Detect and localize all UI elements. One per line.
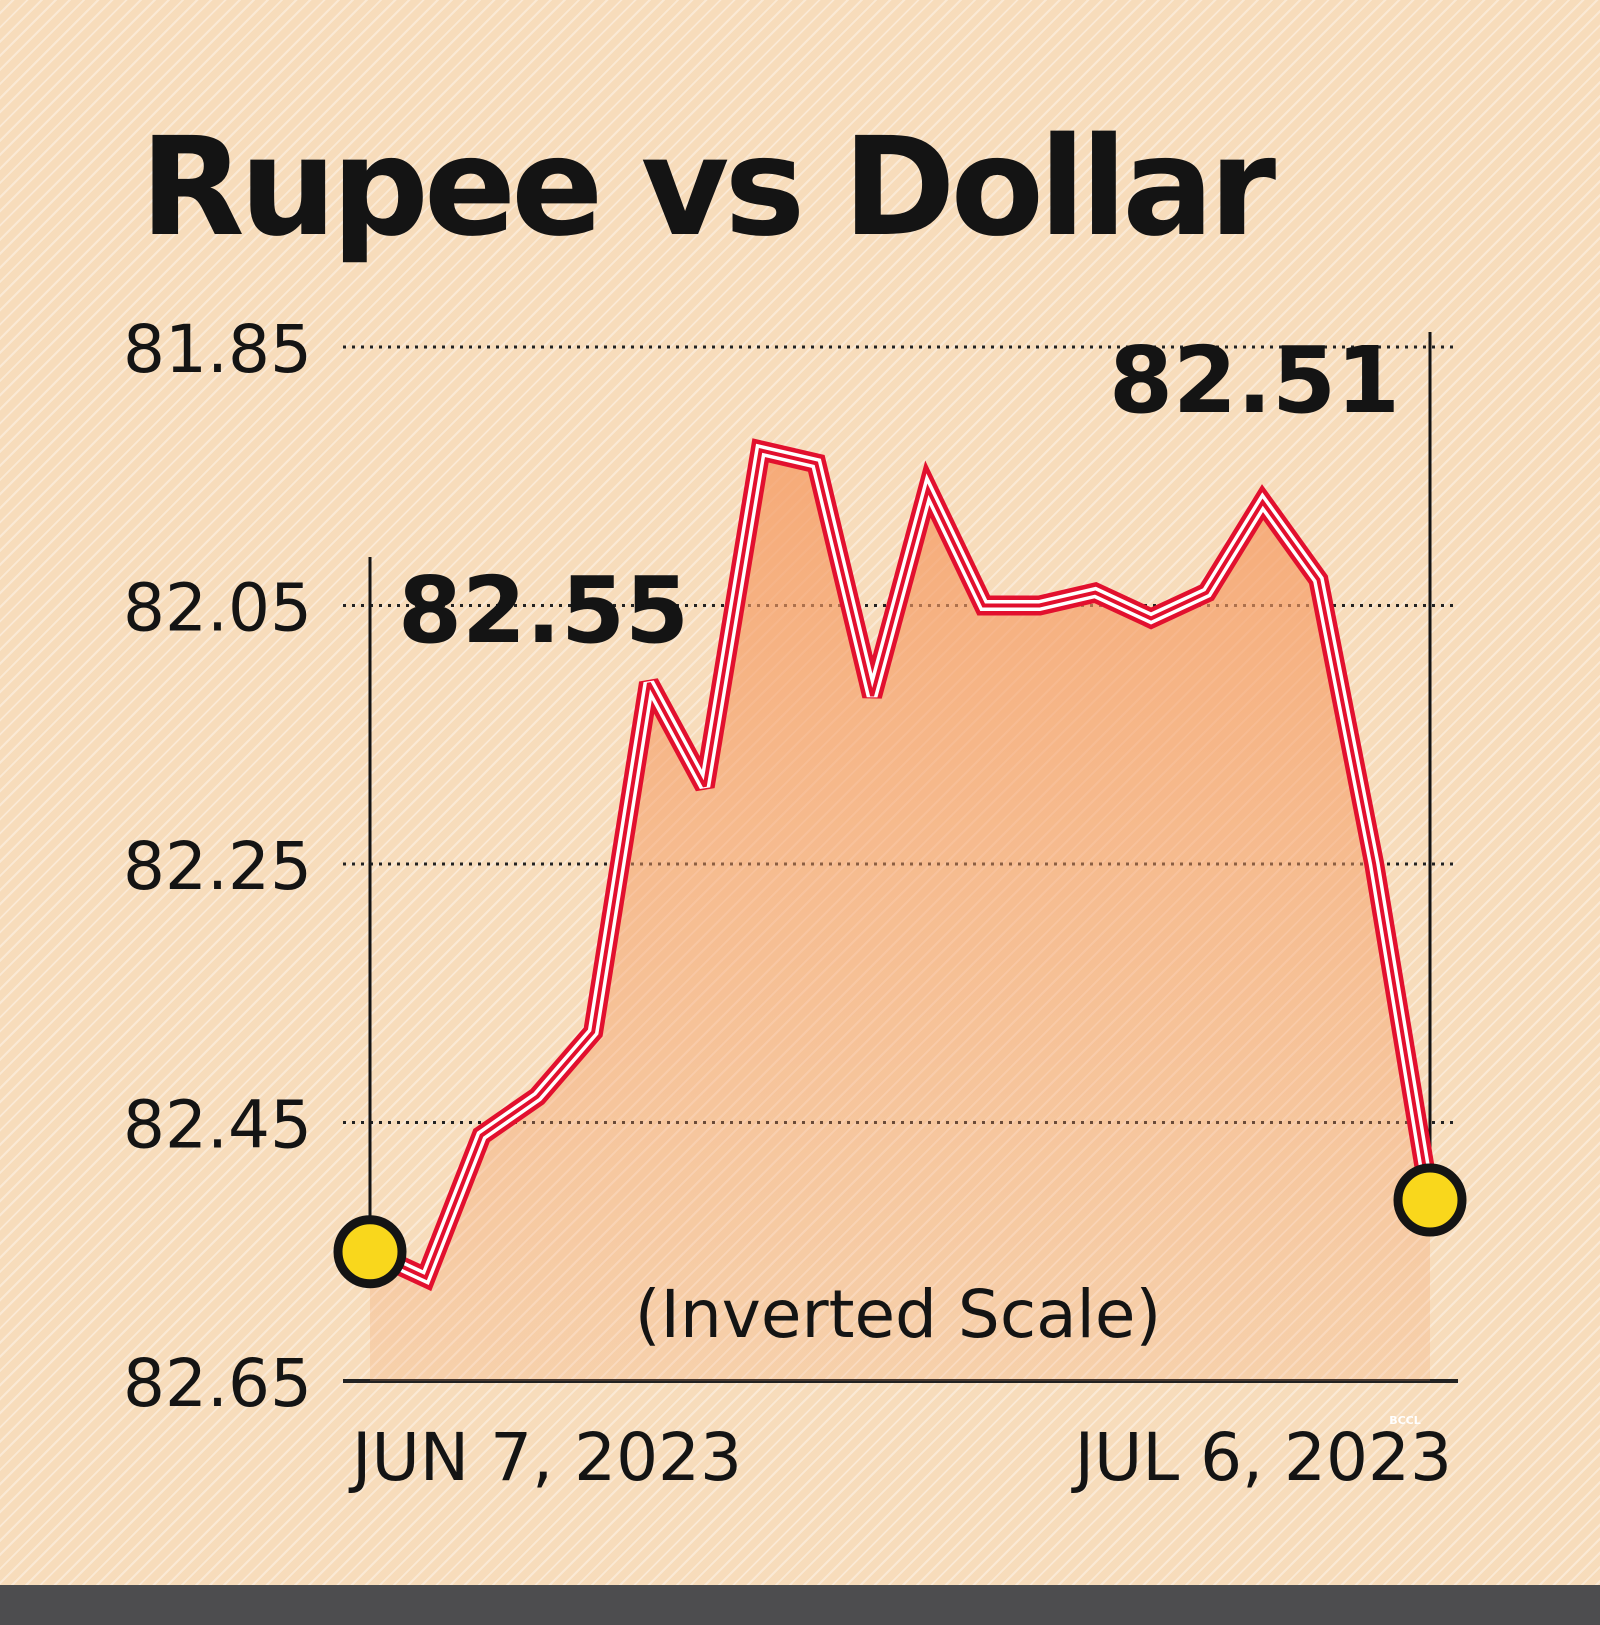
area-fill	[370, 450, 1430, 1381]
bottom-strip	[0, 1585, 1600, 1625]
y-tick-label: 82.65	[123, 1345, 312, 1422]
scale-note: (Inverted Scale)	[635, 1276, 1162, 1353]
y-tick-label: 82.25	[123, 828, 312, 905]
series-line	[369, 447, 1432, 1281]
endpoint-marker	[1393, 1163, 1467, 1237]
credit-text: BCCL	[1389, 1414, 1421, 1427]
y-tick-label: 81.85	[123, 311, 312, 388]
annotation-label: 82.51	[1109, 327, 1400, 434]
y-tick-label: 82.05	[123, 570, 312, 647]
endpoint-marker	[333, 1215, 407, 1289]
line-chart: 81.85 82.05 82.25 82.45 82.65 82.55 82.51 JUN 7…	[123, 311, 1467, 1496]
y-tick-label: 82.45	[123, 1087, 312, 1164]
chart-title: Rupee vs Dollar	[140, 109, 1276, 267]
x-axis-label-end: JUL 6, 2023	[1071, 1419, 1452, 1496]
x-axis-label-start: JUN 7, 2023	[348, 1419, 742, 1496]
annotation-label: 82.55	[398, 557, 689, 664]
